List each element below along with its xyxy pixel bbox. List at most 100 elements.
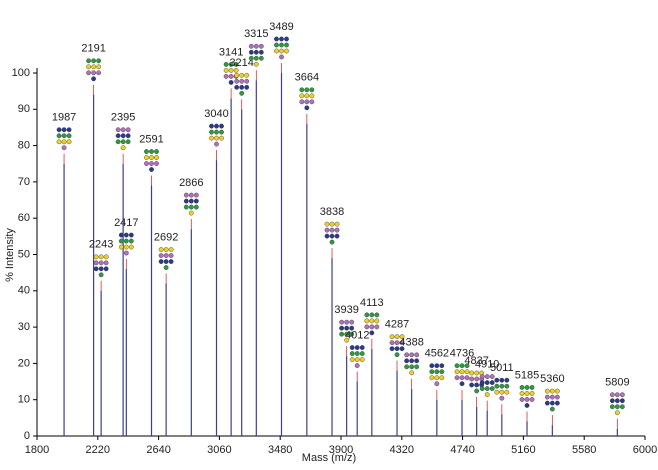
glycan-icon — [284, 48, 289, 54]
glycan-icon — [193, 192, 199, 198]
glycan-icon — [489, 386, 495, 391]
glycan-icon — [86, 70, 92, 76]
glycan-icon — [253, 49, 259, 55]
glycan-icon — [61, 127, 67, 133]
peak-label: 4113 — [360, 297, 384, 309]
glycan-icon — [209, 129, 214, 135]
glycan-icon — [253, 43, 259, 49]
glycan-icon — [103, 266, 109, 272]
glycan-icon — [609, 404, 615, 410]
glycan-icon — [429, 375, 435, 381]
glycan-icon — [103, 260, 109, 266]
glycan-icon — [429, 369, 435, 375]
glycan-icon — [299, 87, 305, 93]
glycan-icon — [364, 324, 370, 330]
glycan-icon — [349, 331, 355, 337]
peak-label: 3939 — [334, 304, 358, 316]
glycan-icon — [91, 58, 97, 64]
glycan-icon — [474, 376, 480, 382]
glycan-icon — [144, 149, 149, 154]
glycan-icon — [258, 55, 264, 61]
glycan-icon — [494, 389, 500, 395]
glycan-icon — [253, 55, 259, 61]
glycan-icon — [409, 364, 415, 370]
glycan-icon — [248, 55, 254, 61]
glycan-icon — [214, 135, 219, 141]
glycan-icon — [369, 318, 375, 324]
glycan-icon — [279, 36, 284, 42]
glycan-icon — [549, 400, 555, 406]
glycan-icon — [394, 346, 400, 352]
glycan-icon — [91, 76, 97, 82]
glycan-icon — [209, 123, 214, 129]
glycan-icon — [554, 388, 560, 394]
glycan-icon — [464, 375, 470, 381]
x-tick-label: 2640 — [146, 444, 170, 456]
glycan-icon — [244, 78, 250, 84]
glycan-icon — [479, 374, 485, 379]
glycan-icon — [248, 49, 254, 55]
glycan-icon — [359, 345, 365, 350]
glycan-icon — [219, 135, 224, 141]
glycan-icon — [304, 93, 310, 99]
glycan-icon — [364, 318, 370, 324]
glycan-icon — [128, 244, 134, 250]
glycan-icon — [163, 265, 169, 270]
glycan-icon — [524, 391, 530, 396]
glycan-icon — [554, 400, 560, 406]
glycan-icon — [96, 64, 102, 70]
glycan-icon — [374, 324, 380, 330]
glycan-icon — [474, 370, 480, 376]
glycan-icon — [103, 254, 109, 260]
glycan-icon — [223, 68, 229, 73]
glycan-icon — [193, 198, 199, 204]
glycan-icon — [149, 149, 154, 154]
glycan-icon — [188, 210, 194, 216]
glycan-icon — [279, 42, 284, 48]
glycan-icon — [349, 325, 355, 331]
glycan-icon — [414, 364, 420, 370]
glycan-icon — [183, 204, 189, 210]
glycan-icon — [86, 58, 92, 64]
glycan-icon — [98, 260, 104, 266]
glycan-icon — [61, 145, 67, 151]
glycan-icon — [244, 72, 250, 78]
glycan-icon — [409, 370, 415, 376]
glycan-icon — [123, 250, 129, 256]
glycan-icon — [91, 64, 97, 70]
glycan-icon — [118, 244, 124, 250]
peak-label: 2243 — [89, 239, 113, 251]
peak-label: 5011 — [490, 362, 514, 374]
x-tick-label: 4320 — [390, 444, 414, 456]
y-tick-label: 0 — [24, 430, 30, 442]
glycan-icon — [369, 324, 375, 330]
glycan-icon — [93, 254, 99, 260]
x-axis-label: Mass (m/z) — [302, 452, 356, 464]
y-tick-label: 40 — [18, 285, 30, 297]
glycan-icon — [158, 247, 164, 252]
glycan-icon — [344, 337, 350, 343]
peak-label: 4562 — [425, 348, 449, 360]
glycan-icon — [248, 43, 254, 49]
peak-label: 4910 — [475, 358, 499, 370]
glycan-icon — [120, 133, 126, 139]
glycan-icon — [409, 358, 415, 364]
glycan-icon — [399, 340, 405, 346]
glycan-icon — [158, 253, 164, 258]
glycan-icon — [544, 388, 550, 394]
peak-label: 5360 — [540, 373, 564, 385]
peak-label: 2692 — [154, 231, 178, 243]
x-tick-label: 3480 — [268, 444, 292, 456]
glycan-icon — [374, 318, 380, 324]
x-tick-label: 3900 — [329, 444, 353, 456]
glycan-icon — [56, 133, 62, 139]
glycan-icon — [86, 64, 92, 70]
glycan-icon — [529, 391, 535, 396]
peak-label: 2591 — [139, 133, 163, 145]
glycan-icon — [91, 70, 97, 76]
glycan-icon — [354, 345, 360, 350]
glycan-icon — [614, 410, 620, 416]
glycan-icon — [209, 135, 214, 141]
y-tick-label: 60 — [18, 212, 30, 224]
glycan-icon — [519, 391, 525, 396]
